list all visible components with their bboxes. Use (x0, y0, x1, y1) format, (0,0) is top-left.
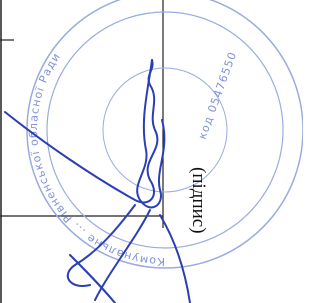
signature-caption: (підпис) (188, 167, 209, 234)
page: Комунальне ... Рівненської обласної Ради… (0, 0, 303, 303)
document-scan: Комунальне ... Рівненської обласної Ради… (0, 0, 303, 303)
